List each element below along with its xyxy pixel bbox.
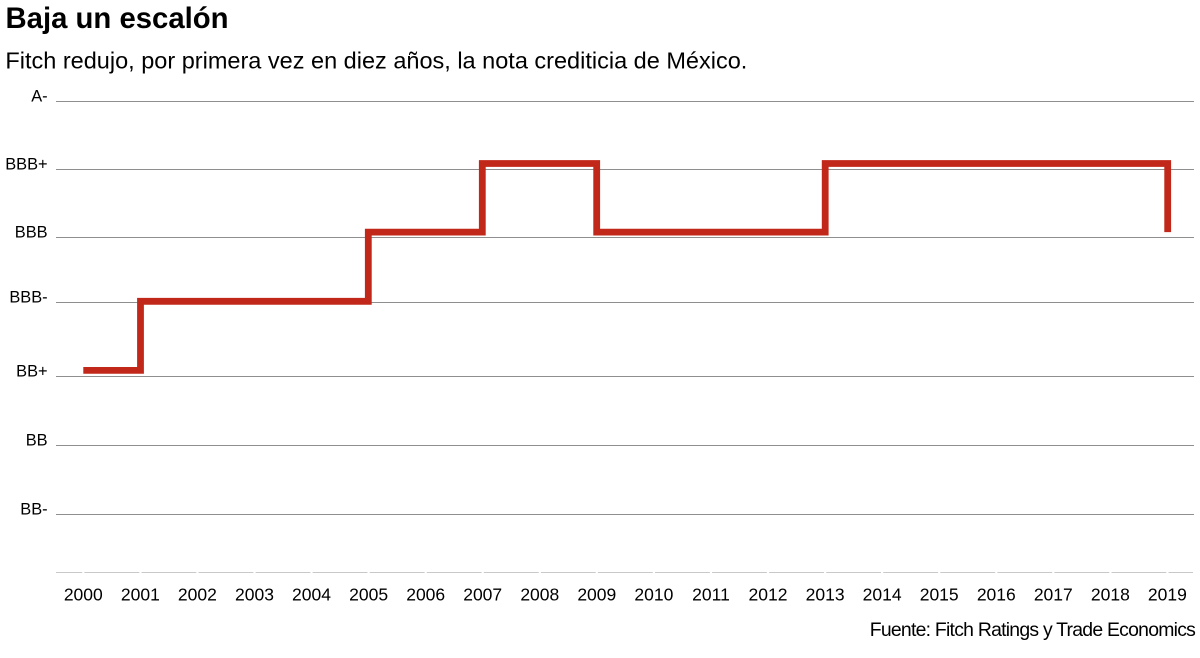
svg-text:2005: 2005 xyxy=(349,584,388,604)
svg-text:2018: 2018 xyxy=(1091,584,1130,604)
svg-text:2003: 2003 xyxy=(235,584,274,604)
svg-text:2019: 2019 xyxy=(1148,584,1187,604)
svg-text:2014: 2014 xyxy=(863,584,902,604)
svg-text:2016: 2016 xyxy=(977,584,1016,604)
svg-text:Baja un escalón: Baja un escalón xyxy=(6,2,229,35)
svg-text:2001: 2001 xyxy=(121,584,160,604)
svg-text:BBB+: BBB+ xyxy=(5,156,47,174)
svg-text:BB-: BB- xyxy=(20,501,47,519)
svg-text:2011: 2011 xyxy=(692,584,730,604)
svg-text:Fuente: Fitch Ratings y Trade: Fuente: Fitch Ratings y Trade Economics xyxy=(870,619,1195,641)
svg-text:2015: 2015 xyxy=(920,584,959,604)
svg-text:BB+: BB+ xyxy=(16,363,47,381)
svg-text:2009: 2009 xyxy=(577,584,616,604)
svg-text:2008: 2008 xyxy=(520,584,559,604)
svg-text:BBB: BBB xyxy=(15,224,48,242)
svg-text:BBB-: BBB- xyxy=(9,289,47,307)
svg-text:A-: A- xyxy=(31,88,47,106)
svg-text:2010: 2010 xyxy=(634,584,673,604)
svg-text:2012: 2012 xyxy=(749,584,788,604)
svg-text:2017: 2017 xyxy=(1034,584,1073,604)
svg-text:BB: BB xyxy=(26,432,48,450)
svg-text:2007: 2007 xyxy=(463,584,502,604)
svg-text:Fitch redujo, por primera vez: Fitch redujo, por primera vez en diez añ… xyxy=(5,48,747,74)
svg-text:2006: 2006 xyxy=(406,584,445,604)
svg-text:2000: 2000 xyxy=(64,584,103,604)
svg-text:2013: 2013 xyxy=(806,584,845,604)
svg-text:2004: 2004 xyxy=(292,584,331,604)
svg-text:2002: 2002 xyxy=(178,584,217,604)
